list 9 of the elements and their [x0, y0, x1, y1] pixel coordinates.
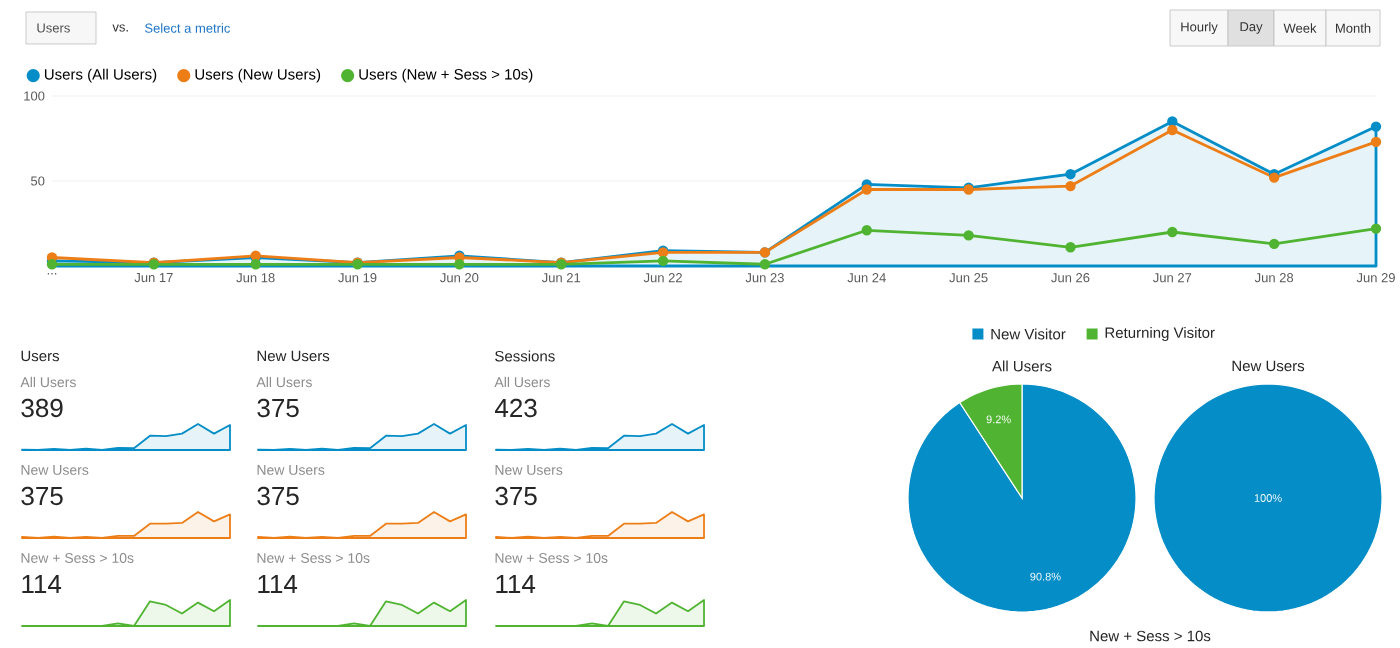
- text: 114: [496, 575, 536, 593]
- text: 375: [257, 398, 299, 418]
- text: 423: [495, 398, 537, 418]
- text: 375: [495, 486, 537, 506]
- text: 389: [21, 398, 63, 418]
- text: 375: [21, 486, 63, 506]
- text: 114: [258, 575, 298, 593]
- text: 375: [257, 486, 299, 506]
- text: 114: [22, 575, 62, 593]
